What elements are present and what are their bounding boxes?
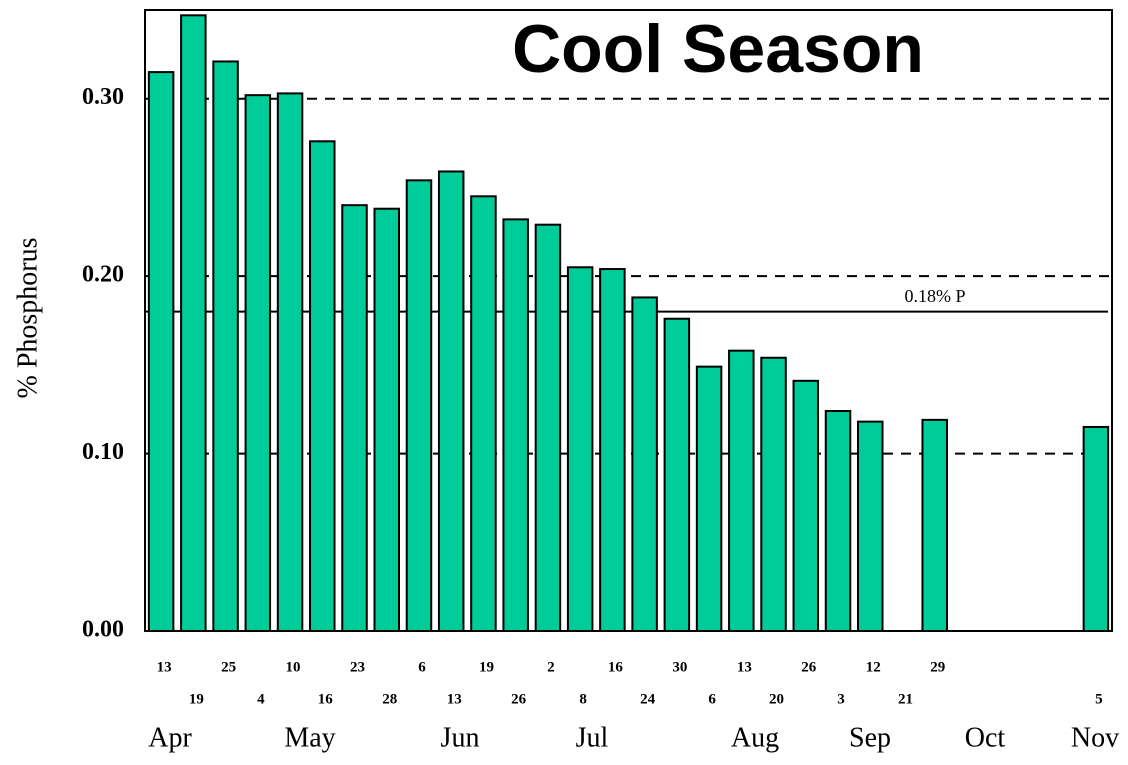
x-tick-label: 8 (579, 691, 587, 707)
x-tick-label: 16 (318, 691, 334, 707)
bar (147, 71, 175, 633)
x-tick-label: 10 (286, 659, 301, 675)
y-tick-label: 0.00 (82, 617, 124, 643)
x-tick-label: 28 (382, 691, 397, 707)
x-tick-label: 25 (221, 659, 236, 675)
x-tick-label: 13 (737, 659, 752, 675)
plot-frame (144, 9, 1113, 632)
month-label: May (284, 722, 335, 753)
month-label: Apr (148, 722, 192, 753)
x-tick-label: 24 (640, 691, 656, 707)
x-tick-label: 19 (189, 691, 204, 707)
x-tick-label: 13 (447, 691, 462, 707)
bar (824, 409, 852, 633)
x-tick-label: 6 (418, 659, 426, 675)
bar (695, 365, 723, 632)
bar (663, 317, 691, 632)
x-tick-label: 4 (257, 691, 265, 707)
bar (373, 207, 400, 632)
y-tick-label: 0.20 (82, 262, 124, 288)
bar (760, 356, 787, 632)
y-axis-label: % Phosphorus (12, 237, 43, 398)
x-tick-label: 3 (837, 691, 845, 707)
x-tick-label: 12 (866, 659, 881, 675)
x-tick-label: 2 (547, 659, 555, 675)
x-tick-label: 23 (350, 659, 365, 675)
month-label: Nov (1071, 722, 1119, 753)
month-label: Jun (441, 722, 480, 753)
bar (437, 170, 465, 633)
bar (309, 140, 336, 632)
bar (566, 266, 594, 632)
x-tick-label: 26 (801, 659, 817, 675)
bar (631, 296, 658, 632)
bar (921, 418, 948, 632)
bar (180, 14, 207, 632)
bar (792, 379, 820, 632)
bar (405, 179, 433, 632)
bar (599, 268, 626, 632)
x-tick-label: 30 (672, 659, 687, 675)
month-label: Sep (849, 722, 891, 753)
bar (534, 223, 562, 632)
bar (728, 349, 755, 632)
x-tick-label: 19 (479, 659, 494, 675)
reference-label: 0.18% P (904, 286, 965, 306)
x-tick-label: 20 (769, 691, 784, 707)
bar (276, 92, 304, 633)
bar (470, 195, 497, 633)
chart-title: Cool Season (512, 11, 924, 87)
bar (244, 94, 272, 632)
bar (502, 218, 529, 632)
bar (212, 60, 239, 632)
month-label: Aug (731, 722, 779, 753)
x-tick-label: 29 (930, 659, 945, 675)
x-tick-label: 5 (1095, 691, 1103, 707)
bar (1082, 425, 1110, 633)
y-tick-label: 0.10 (82, 439, 124, 465)
x-tick-label: 6 (708, 691, 716, 707)
x-tick-label: 26 (511, 691, 527, 707)
month-label: Jul (576, 722, 609, 753)
month-label: Oct (965, 722, 1006, 753)
x-tick-label: 21 (898, 691, 913, 707)
x-tick-label: 16 (608, 659, 624, 675)
bar (857, 420, 884, 632)
y-tick-label: 0.30 (82, 84, 124, 110)
bar (341, 204, 368, 633)
x-tick-label: 13 (157, 659, 172, 675)
